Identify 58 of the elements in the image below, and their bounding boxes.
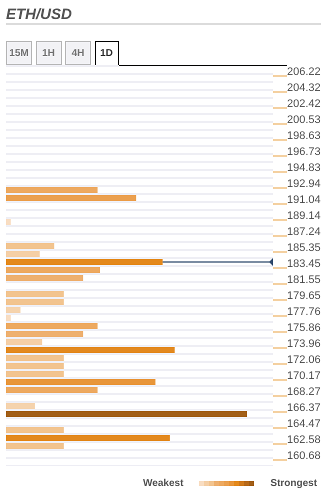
y-tick-label: 202.42 [287,98,321,110]
bar [6,339,42,345]
y-tick-label: 194.83 [287,162,321,174]
y-tick-label: 187.24 [287,226,321,238]
bar [6,219,11,225]
bar [6,443,64,449]
bar [6,435,170,441]
text: 4H [65,41,91,65]
y-tick-label: 192.94 [287,178,321,190]
bar [6,299,64,305]
bar [6,331,84,337]
bar [6,243,54,249]
y-tick-label: 198.63 [287,130,321,142]
bar [6,187,98,193]
y-tick-label: 191.04 [287,194,321,206]
y-tick-label: 162.58 [287,434,321,446]
bar [6,347,175,353]
y-tick-label: 166.37 [287,402,321,414]
bar [6,259,163,265]
y-tick-label: 189.14 [287,210,321,222]
bar [6,307,20,313]
bar [6,275,84,281]
y-tick-label: 168.27 [287,386,321,398]
chart-title: ETH/USD [6,6,72,23]
text: 1H [36,41,62,65]
text: 1D [94,41,118,65]
bar [6,355,64,361]
text: Strongest [270,478,318,489]
y-tick-label: 200.53 [287,114,321,126]
bar [6,427,64,433]
y-tick-label: 164.47 [287,418,321,430]
y-tick-label: 177.76 [287,306,321,318]
bar [6,251,40,257]
y-tick-label: 172.06 [287,354,321,366]
bar [6,371,64,377]
y-tick-label: 206.22 [287,66,321,78]
y-tick-label: 179.65 [287,290,321,302]
y-tick-label: 183.45 [287,258,321,270]
y-tick-label: 170.17 [287,370,321,382]
bar [6,315,11,321]
bar [6,411,247,417]
y-tick-label: 160.68 [287,450,321,462]
y-tick-label: 181.55 [287,274,321,286]
bar [6,379,156,385]
bar [6,403,35,409]
bar [6,195,136,201]
y-tick-label: 185.35 [287,242,321,254]
y-tick-label: 204.32 [287,82,321,94]
bar [6,291,64,297]
y-tick-label: 175.86 [287,322,321,334]
text: Weakest [143,478,184,489]
y-tick-label: 196.73 [287,146,321,158]
bar [6,267,100,273]
bar [6,323,98,329]
bar [6,363,64,369]
bar [6,387,98,393]
y-tick-label: 173.96 [287,338,321,350]
text: 15M [6,41,32,65]
